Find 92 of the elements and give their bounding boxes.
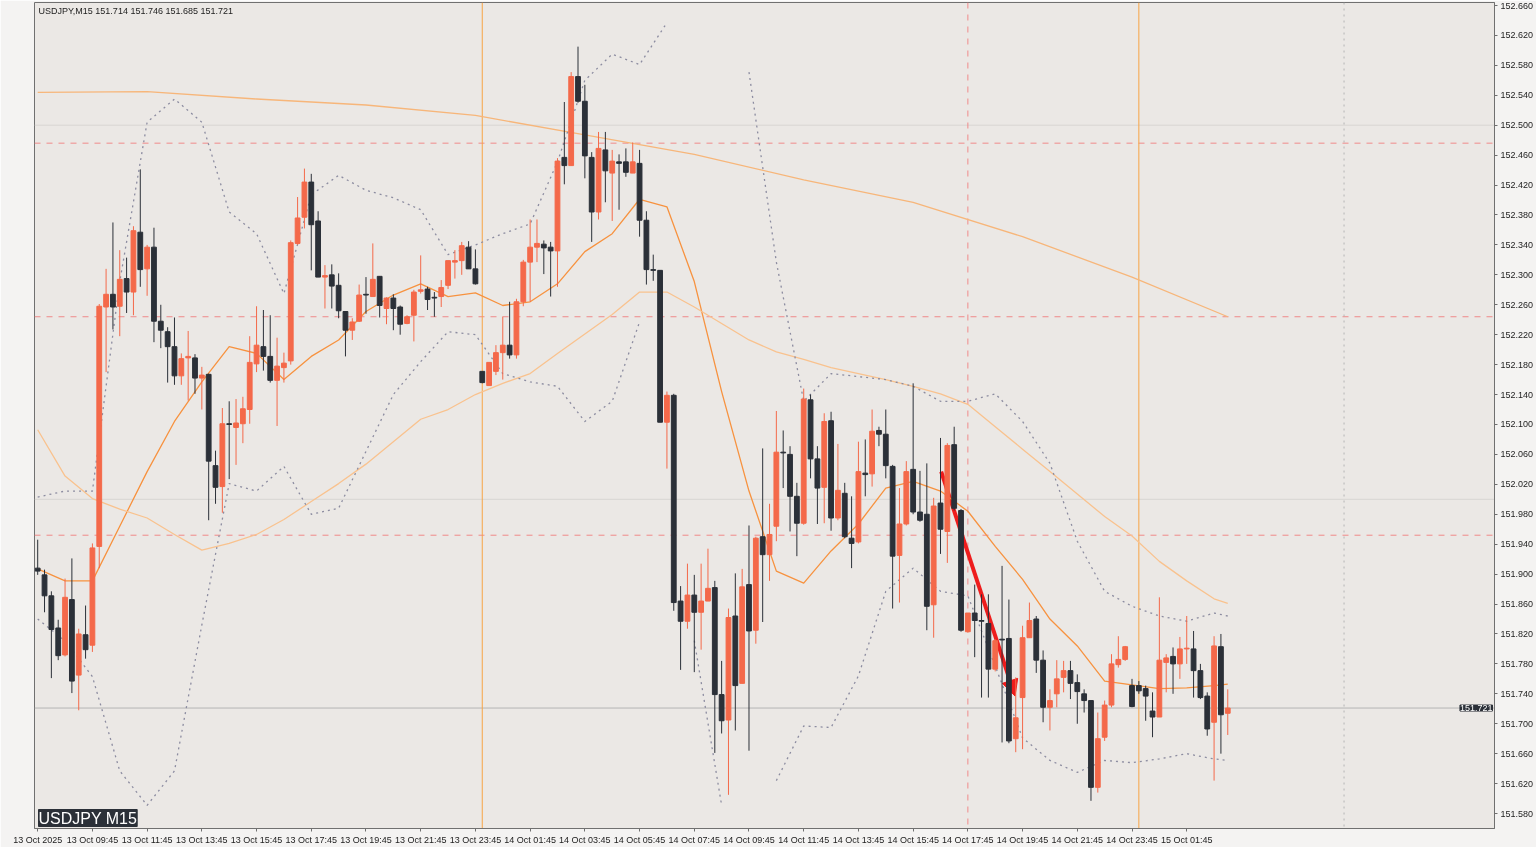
y-tick-label: 151.860 bbox=[1500, 599, 1534, 610]
candlestick bbox=[862, 438, 869, 497]
candlestick bbox=[212, 450, 219, 505]
x-tick-label: 14 Oct 07:45 bbox=[668, 834, 721, 845]
x-tick-label: 14 Oct 09:45 bbox=[723, 834, 775, 845]
candlestick bbox=[144, 244, 151, 297]
candlestick bbox=[1060, 660, 1067, 693]
candlestick bbox=[766, 503, 773, 582]
y-tick-label: 152.300 bbox=[1500, 269, 1534, 280]
candlestick bbox=[759, 447, 766, 623]
y-tick-label: 151.700 bbox=[1500, 718, 1534, 729]
x-tick-label: 14 Oct 03:45 bbox=[559, 834, 611, 845]
y-tick-label: 152.140 bbox=[1500, 389, 1534, 400]
y-tick-label: 151.620 bbox=[1500, 778, 1534, 789]
candlestick bbox=[1047, 688, 1053, 731]
candlestick bbox=[609, 149, 616, 222]
candlestick bbox=[363, 276, 369, 315]
candlestick bbox=[369, 242, 376, 298]
line-series bbox=[37, 90, 1229, 318]
x-tick-label: 14 Oct 17:45 bbox=[942, 834, 994, 845]
candlestick bbox=[629, 141, 636, 174]
y-tick-label: 152.220 bbox=[1500, 329, 1534, 340]
candlestick bbox=[561, 101, 568, 185]
chart-title: USDJPY,M15 151.714 151.746 151.685 151.721 bbox=[38, 5, 233, 16]
y-tick-label: 151.780 bbox=[1500, 658, 1534, 669]
y-tick-label: 152.180 bbox=[1500, 359, 1534, 370]
candlestick bbox=[1053, 659, 1060, 708]
y-tick-label: 151.900 bbox=[1500, 569, 1534, 580]
candlestick bbox=[1170, 646, 1176, 695]
candlestick bbox=[602, 131, 609, 203]
candlestick bbox=[110, 221, 116, 330]
y-tick-label: 152.420 bbox=[1500, 180, 1534, 191]
y-tick-label: 151.740 bbox=[1500, 688, 1534, 699]
y-tick-label: 151.820 bbox=[1500, 628, 1534, 639]
x-tick-label: 14 Oct 01:45 bbox=[504, 834, 556, 845]
x-tick-label: 14 Oct 11:45 bbox=[778, 834, 830, 845]
candlestick bbox=[1012, 676, 1019, 753]
candlestick bbox=[178, 352, 185, 386]
candlestick bbox=[848, 495, 855, 569]
x-tick-label: 14 Oct 23:45 bbox=[1106, 834, 1158, 845]
candlestick bbox=[506, 301, 513, 360]
line-series bbox=[37, 291, 1229, 604]
candlestick bbox=[34, 539, 41, 576]
y-tick-label: 152.580 bbox=[1500, 60, 1534, 71]
y-tick-label: 151.580 bbox=[1500, 808, 1534, 819]
y-tick-label: 152.020 bbox=[1500, 479, 1534, 490]
y-tick-label: 152.380 bbox=[1500, 209, 1534, 220]
y-tick-label: 152.620 bbox=[1500, 30, 1534, 41]
y-tick-label: 152.500 bbox=[1500, 120, 1534, 131]
y-tick-label: 152.100 bbox=[1500, 419, 1534, 430]
ref-line-label: 151.721 bbox=[1459, 703, 1493, 714]
candlestick bbox=[185, 330, 192, 402]
candlestick bbox=[383, 296, 390, 325]
candlestick bbox=[198, 366, 205, 411]
y-tick-label: 151.940 bbox=[1500, 539, 1534, 550]
y-tick-label: 152.540 bbox=[1500, 90, 1534, 101]
y-tick-label: 152.460 bbox=[1500, 150, 1534, 161]
candlestick bbox=[342, 311, 349, 357]
y-tick-label: 151.980 bbox=[1500, 509, 1534, 520]
y-tick-label: 152.340 bbox=[1500, 239, 1534, 250]
annotation: USDJPY M15 bbox=[38, 809, 138, 827]
x-tick-label: 13 Oct 17:45 bbox=[285, 834, 338, 845]
x-tick-label: 14 Oct 13:45 bbox=[832, 834, 885, 845]
x-tick-label: 15 Oct 01:45 bbox=[1160, 834, 1213, 845]
x-tick-label: 14 Oct 05:45 bbox=[613, 834, 666, 845]
y-tick-label: 151.660 bbox=[1500, 748, 1534, 759]
candlestick bbox=[438, 279, 445, 308]
x-tick-label: 13 Oct 11:45 bbox=[121, 834, 173, 845]
candlestick bbox=[322, 264, 328, 310]
x-tick-label: 13 Oct 23:45 bbox=[449, 834, 502, 845]
candlestick bbox=[82, 605, 89, 660]
candlestick bbox=[1224, 688, 1231, 736]
y-tick-label: 152.660 bbox=[1500, 0, 1534, 11]
x-tick-label: 13 Oct 09:45 bbox=[66, 834, 119, 845]
x-tick-label: 13 Oct 21:45 bbox=[394, 834, 447, 845]
y-tick-label: 152.260 bbox=[1500, 299, 1534, 310]
x-tick-label: 14 Oct 19:45 bbox=[996, 834, 1049, 845]
x-tick-label: 13 Oct 19:45 bbox=[340, 834, 392, 845]
x-tick-label: 14 Oct 21:45 bbox=[1051, 834, 1104, 845]
candlestick bbox=[1149, 691, 1156, 738]
x-tick-label: 13 Oct 2025 bbox=[13, 834, 63, 845]
candlestick bbox=[780, 429, 787, 489]
candlestick bbox=[417, 254, 424, 295]
candlestick bbox=[691, 574, 698, 673]
x-tick-label: 13 Oct 13:45 bbox=[176, 834, 228, 845]
x-tick-label: 13 Oct 15:45 bbox=[230, 834, 283, 845]
candlestick bbox=[226, 400, 233, 480]
candlestick bbox=[410, 289, 417, 342]
candlestick bbox=[192, 353, 198, 395]
y-tick-label: 152.060 bbox=[1500, 449, 1534, 460]
candlestick bbox=[123, 257, 130, 314]
x-tick-label: 14 Oct 15:45 bbox=[887, 834, 939, 845]
